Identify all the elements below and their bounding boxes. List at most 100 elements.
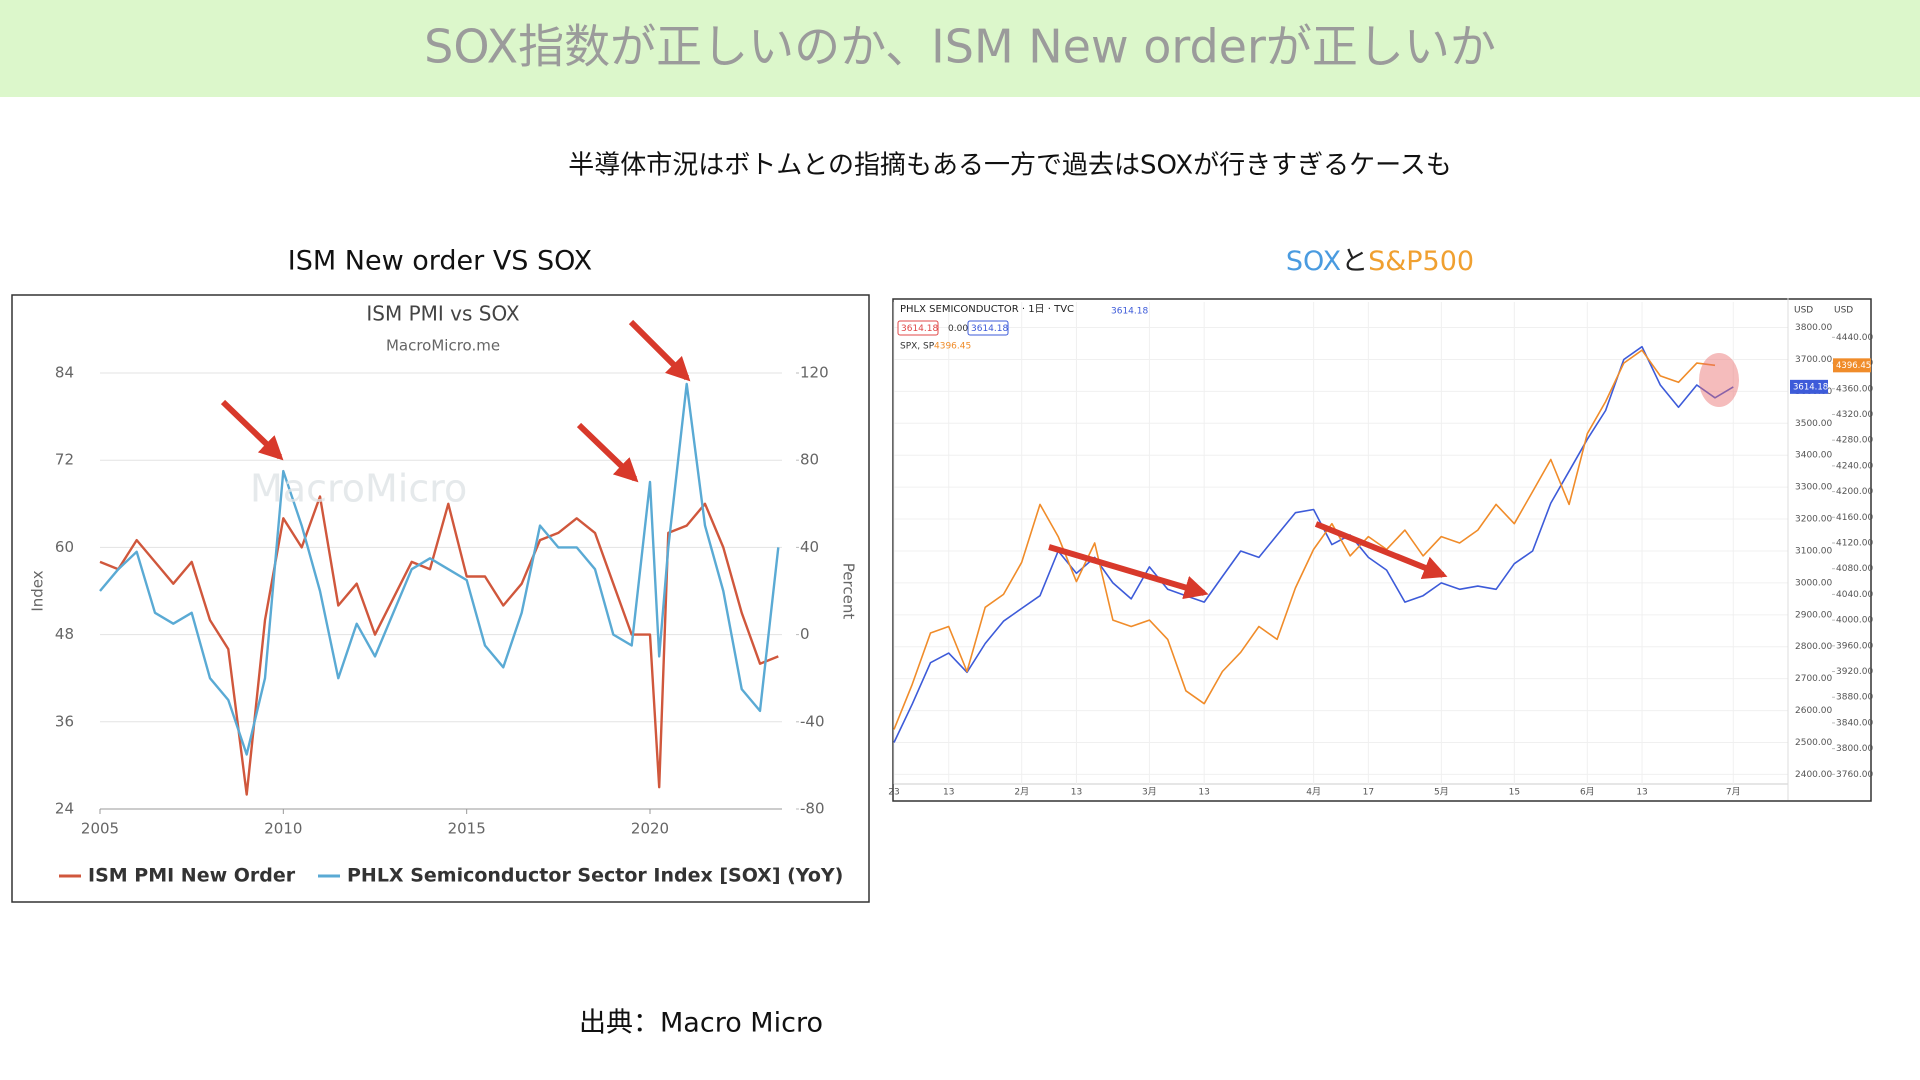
y-tick-label: 36 [55, 712, 74, 730]
y-axis-label: Index [29, 570, 47, 611]
arrow [1048, 544, 1209, 600]
x-tick-label: 4月 [1306, 787, 1321, 798]
series-line [893, 349, 1716, 730]
y2-tick-label: 4000.00 [1836, 616, 1873, 626]
annotation-arrows [220, 319, 1448, 600]
x-tick-label: 23 [888, 788, 899, 798]
series-line [893, 345, 1734, 743]
y2-tick-label: 4080.00 [1836, 564, 1873, 574]
y-tick-label: 3100.00 [1795, 546, 1832, 556]
charts: 24 36 48 60 72 84 -80 -40 0 40 80 120 2005 2010 2015 20… [29, 298, 1873, 887]
info-value: 3614.18 [901, 324, 938, 334]
y2-tick-label: 4360.00 [1836, 384, 1873, 394]
y-tick-label: 3700.00 [1795, 355, 1832, 365]
y2-tick-label: 4240.00 [1836, 461, 1873, 471]
y2-tick-label: -40 [800, 712, 825, 730]
info-box [897, 320, 939, 336]
last-value: 4396.45 [934, 342, 971, 352]
y-tick-label: 3800.00 [1795, 323, 1832, 333]
currency: USD [1834, 306, 1853, 316]
y2-tick-label: 40 [800, 538, 819, 556]
y-tick-label: 24 [55, 800, 74, 818]
price-tag-label: 4396.45 [1836, 361, 1871, 371]
y-tick-label: 3200.00 [1795, 515, 1832, 525]
chart-subtitle: MacroMicro.me [386, 337, 500, 355]
x-tick-label: 6月 [1580, 787, 1595, 798]
x-tick-label: 7月 [1726, 787, 1741, 798]
arrow [220, 399, 284, 461]
price-tag [1790, 379, 1828, 394]
right-panel-title: SOXとS&P500 [1286, 246, 1474, 277]
y2-tick-label: 4200.00 [1836, 487, 1873, 497]
last-value: 3614.18 [1111, 307, 1148, 317]
y2-axis-label: Percent [840, 563, 858, 620]
y2-tick-label: 3960.00 [1836, 641, 1873, 651]
y-tick-label: 2500.00 [1795, 738, 1832, 748]
x-tick-label: 15 [1509, 788, 1520, 798]
title-part: S&P500 [1368, 246, 1474, 277]
x-tick-label: 17 [1363, 788, 1374, 798]
x-tick-label: 2月 [1014, 787, 1029, 798]
series-line [99, 495, 779, 796]
y2-tick-label: 4120.00 [1836, 539, 1873, 549]
y-tick-label: 60 [55, 538, 74, 556]
slide-subtitle: 半導体市況はボトムとの指摘もある一方で過去はSOXが行きすぎるケースも [568, 151, 1452, 181]
x-tick-label: 13 [1071, 788, 1082, 798]
x-tick-label: 2010 [264, 820, 302, 838]
currency: USD [1794, 306, 1813, 316]
info-value: 3614.18 [971, 324, 1008, 334]
y-tick-label: 3300.00 [1795, 483, 1832, 493]
y-tick-label: 48 [55, 625, 74, 643]
y2-tick-label: 4040.00 [1836, 590, 1873, 600]
y2-tick-label: 3920.00 [1836, 667, 1873, 677]
y-tick-label: 2800.00 [1795, 642, 1832, 652]
y2-tick-label: 0 [800, 625, 810, 643]
y2-tick-label: 3800.00 [1836, 744, 1873, 754]
x-tick-label: 3月 [1142, 787, 1157, 798]
highlight-circle [1699, 353, 1739, 407]
y2-tick-label: 120 [800, 364, 829, 382]
source-note: 出典：Macro Micro [579, 1008, 823, 1039]
x-tick-label: 2005 [81, 820, 119, 838]
x-tick-label: 5月 [1434, 787, 1449, 798]
title-part: SOX [1286, 246, 1341, 277]
y2-tick-label: 3760.00 [1836, 770, 1873, 780]
slide-title: SOX指数が正しいのか、ISM New orderが正しいか [424, 20, 1496, 74]
arrow [576, 422, 639, 483]
title-part: と [1341, 246, 1368, 277]
y2-tick-label: 80 [800, 451, 819, 469]
x-tick-label: 13 [1636, 788, 1647, 798]
y2-tick-label: -80 [800, 800, 825, 818]
y-tick-label: 3500.00 [1795, 419, 1832, 429]
y-tick-label: 2700.00 [1795, 674, 1832, 684]
y-tick-label: 84 [55, 364, 74, 382]
chart-title: ISM PMI vs SOX [366, 302, 520, 326]
y2-tick-label: 3880.00 [1836, 693, 1873, 703]
left-panel-title: ISM New order VS SOX [288, 246, 592, 277]
info-box [967, 320, 1009, 336]
series-line [99, 382, 780, 756]
x-tick-label: 13 [943, 788, 954, 798]
y2-tick-label: 4160.00 [1836, 513, 1873, 523]
legend-label: PHLX Semiconductor Sector Index [SOX] (Y… [347, 865, 843, 887]
x-tick-label: 13 [1198, 788, 1209, 798]
series-name: SPX, SP [900, 342, 935, 352]
y-tick-label: 3000.00 [1795, 578, 1832, 588]
y2-tick-label: 4440.00 [1836, 333, 1873, 343]
legend-label: ISM PMI New Order [88, 865, 296, 887]
header-band [0, 0, 1920, 97]
y2-tick-label: 3840.00 [1836, 718, 1873, 728]
price-tag [1833, 358, 1871, 373]
y2-tick-label: 4280.00 [1836, 436, 1873, 446]
y-tick-label: 2900.00 [1795, 610, 1832, 620]
y2-tick-label: 4320.00 [1836, 410, 1873, 420]
y-tick-label: 3400.00 [1795, 451, 1832, 461]
y-tick-label: 72 [55, 451, 74, 469]
x-tick-label: 2020 [631, 820, 669, 838]
series-name: PHLX SEMICONDUCTOR · 1日 · TVC [900, 304, 1074, 315]
x-tick-label: 2015 [448, 820, 486, 838]
price-tag-label: 3614.18 [1793, 382, 1828, 392]
arrow [628, 319, 691, 382]
